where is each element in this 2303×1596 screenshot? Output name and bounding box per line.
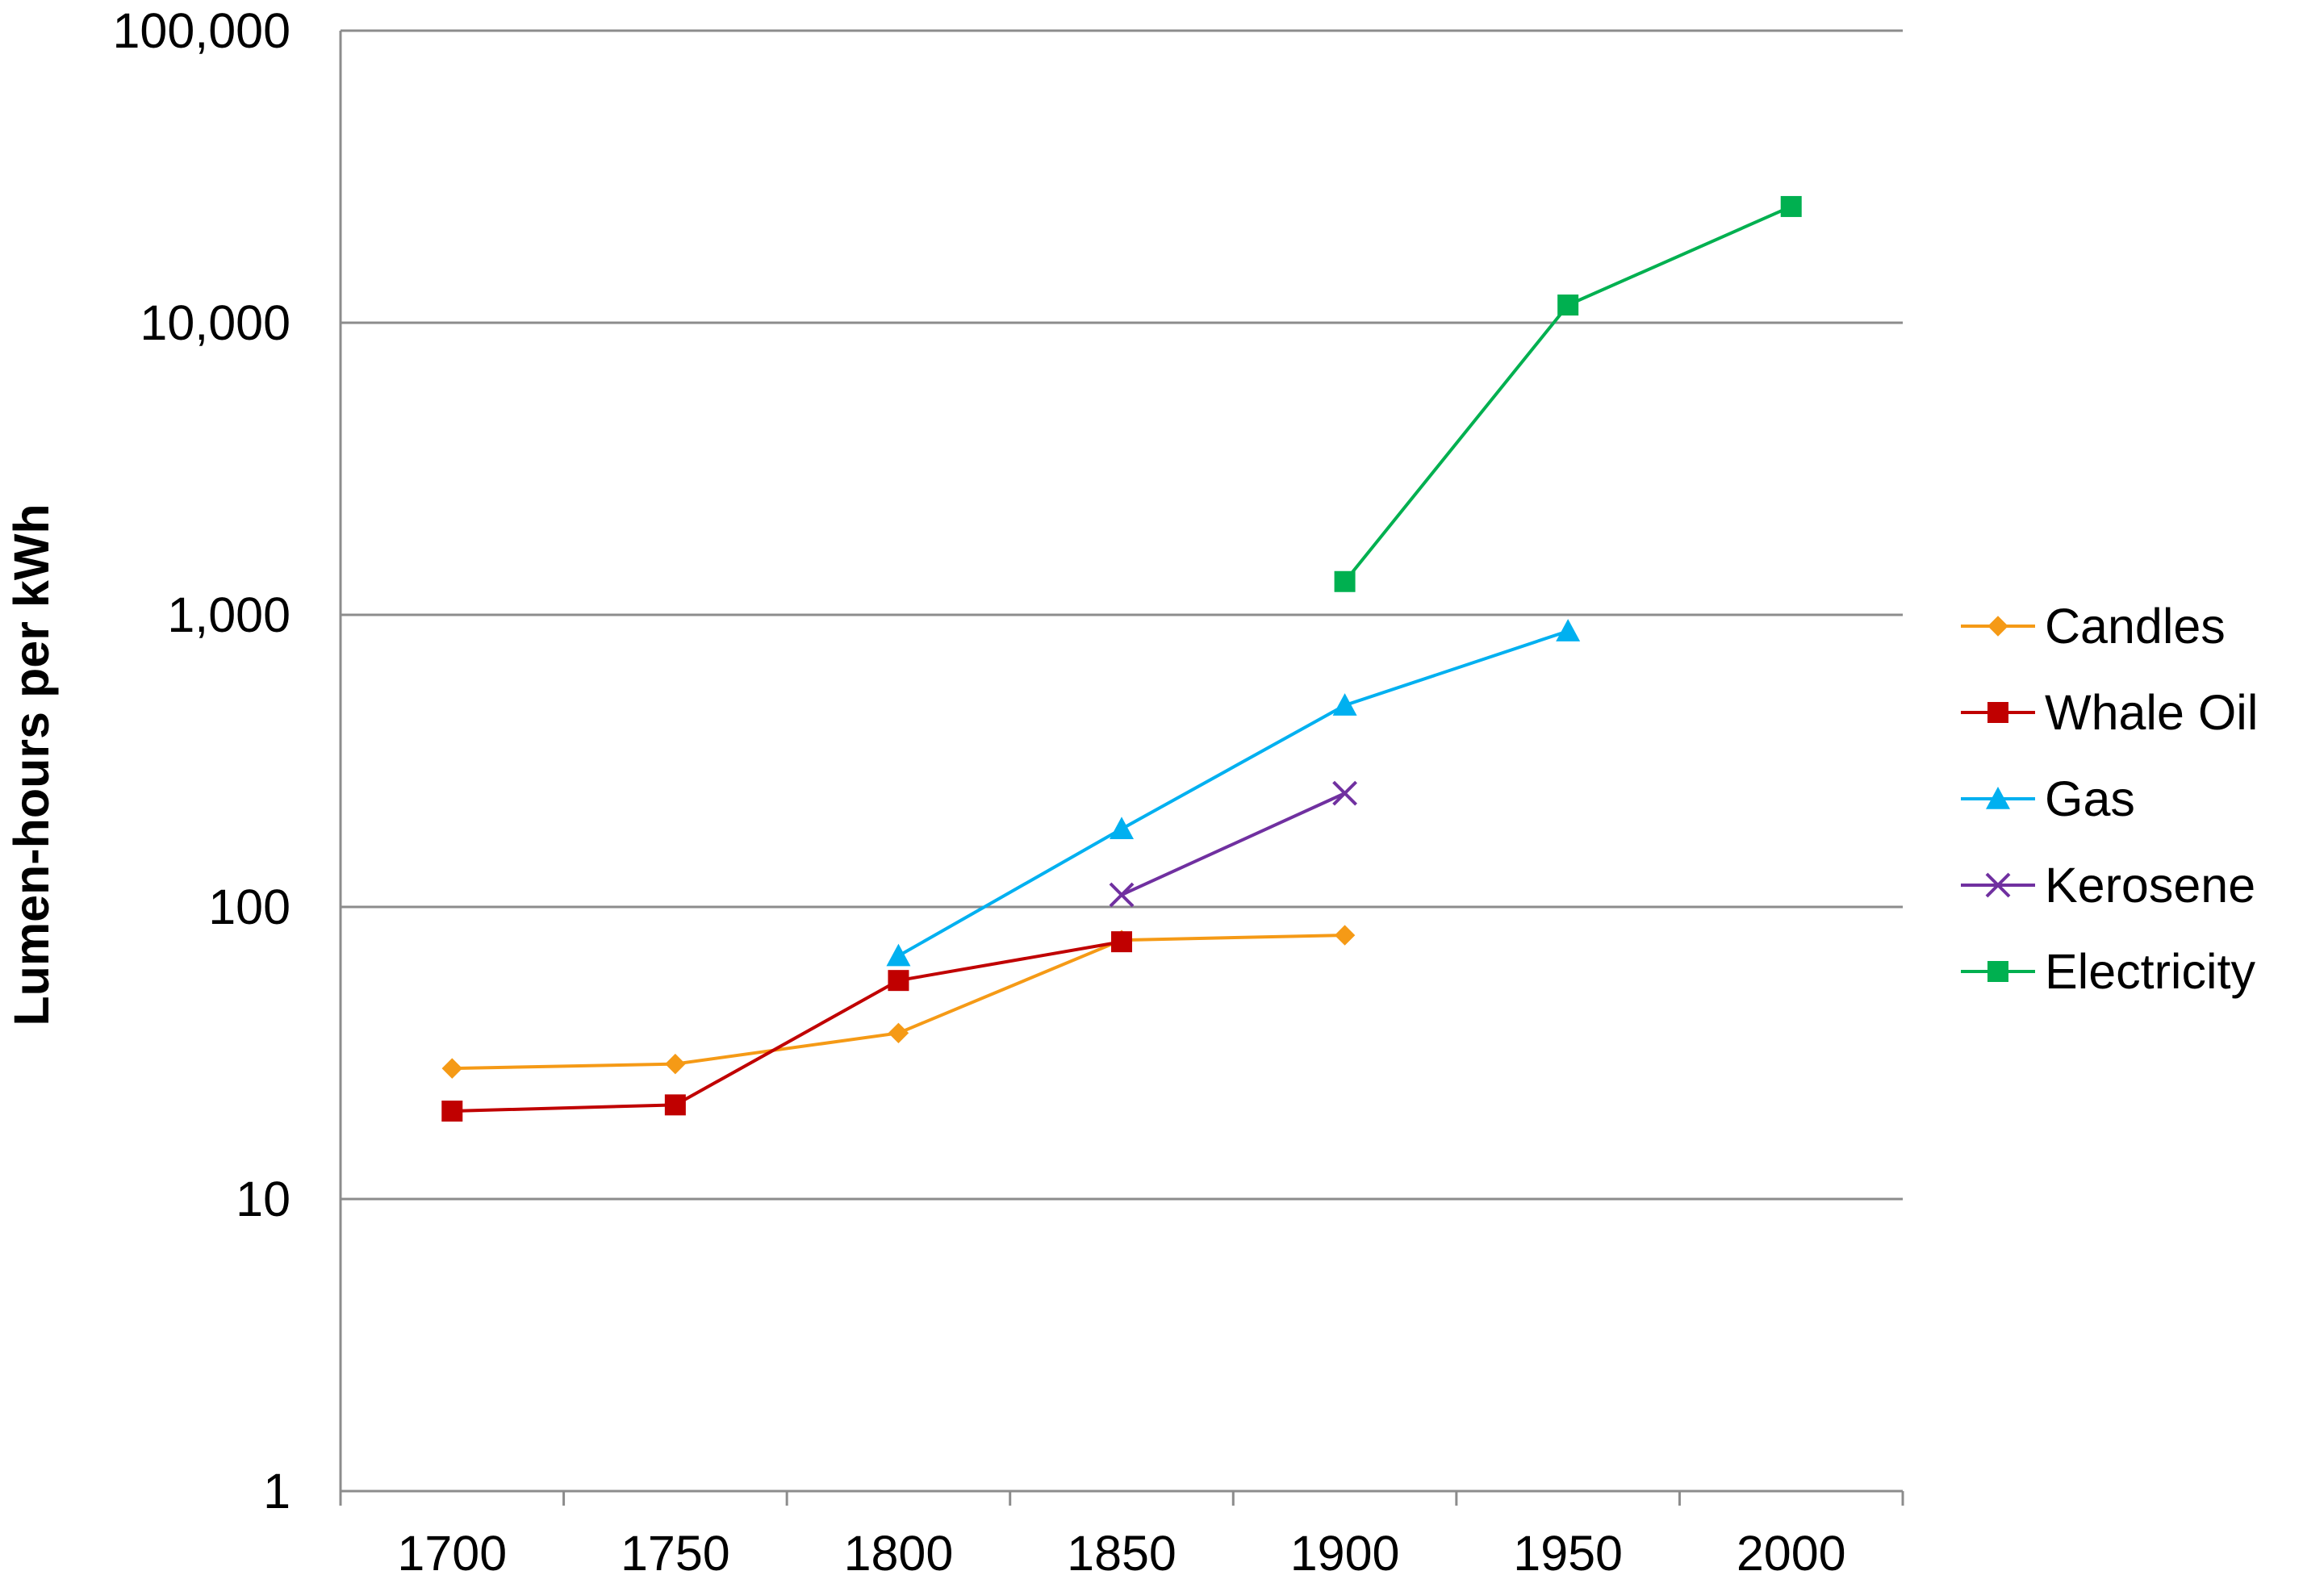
legend-marker-whale-oil [1987, 702, 2008, 723]
legend-label-kerosene: Kerosene [2045, 858, 2255, 913]
legend-item-gas: Gas [1961, 771, 2135, 826]
legend-marker-gas [1986, 787, 2010, 809]
legend-marker-candles [1987, 616, 2008, 637]
legend-item-electricity: Electricity [1961, 944, 2255, 999]
x-tick-label: 2000 [1737, 1526, 1846, 1581]
series-kerosene [1109, 780, 1357, 908]
legend-item-kerosene: Kerosene [1961, 858, 2255, 913]
y-tick-label: 1 [263, 1464, 290, 1519]
data-point-candles [665, 1053, 686, 1075]
data-point-candles [1334, 925, 1356, 946]
x-tick-label: 1700 [397, 1526, 507, 1581]
data-point-whale-oil [441, 1101, 463, 1122]
y-tick-label: 1,000 [167, 587, 290, 642]
series-line-gas [897, 629, 1569, 958]
series-line-whale-oil [452, 940, 1122, 1113]
data-point-whale-oil [1111, 931, 1132, 953]
x-tick-label: 1800 [844, 1526, 954, 1581]
data-point-gas [1556, 619, 1581, 641]
gridlines [341, 29, 1903, 1201]
legend-label-candles: Candles [2045, 599, 2226, 654]
y-tick-labels: 1 10 100 1,000 10,000 100,000 [113, 3, 291, 1519]
legend: Candles Whale Oil Gas Kerosene Electricity [1961, 599, 2258, 999]
data-point-electricity [1334, 570, 1356, 592]
legend-label-electricity: Electricity [2045, 944, 2255, 999]
data-point-gas [1332, 693, 1357, 716]
data-point-candles [888, 1022, 909, 1044]
data-point-kerosene [1332, 780, 1357, 806]
x-tick-label: 1850 [1067, 1526, 1177, 1581]
data-point-electricity [1780, 195, 1802, 217]
data-point-electricity [1557, 295, 1579, 316]
data-point-kerosene [1109, 882, 1135, 908]
legend-marker-kerosene [1985, 872, 2011, 898]
x-tick-labels: 1700 1750 1800 1850 1900 1950 2000 [397, 1526, 1845, 1581]
legend-item-candles: Candles [1961, 599, 2226, 654]
series-gas [886, 619, 1581, 967]
series-layer [441, 195, 1802, 1122]
y-tick-label: 100 [208, 879, 290, 934]
legend-item-whale-oil: Whale Oil [1961, 685, 2258, 740]
y-axis-title: Lumen-hours per kWh [4, 503, 59, 1026]
x-tick-label: 1750 [621, 1526, 730, 1581]
x-tick-label: 1950 [1513, 1526, 1623, 1581]
data-point-candles [441, 1058, 462, 1079]
series-electricity [1334, 195, 1802, 592]
data-point-gas [886, 943, 911, 967]
axes [339, 31, 1904, 1506]
legend-label-gas: Gas [2045, 771, 2135, 826]
y-tick-label: 10,000 [140, 295, 290, 350]
series-line-kerosene [1121, 792, 1346, 896]
legend-label-whale-oil: Whale Oil [2045, 685, 2258, 740]
series-line-electricity [1344, 205, 1792, 583]
x-tick-label: 1900 [1290, 1526, 1400, 1581]
y-tick-label: 10 [236, 1172, 290, 1226]
series-whale-oil [441, 931, 1132, 1122]
data-point-whale-oil [888, 970, 909, 992]
data-point-gas [1110, 817, 1134, 840]
legend-marker-electricity [1987, 961, 2008, 982]
y-tick-label: 100,000 [113, 3, 291, 58]
data-point-whale-oil [664, 1094, 686, 1116]
